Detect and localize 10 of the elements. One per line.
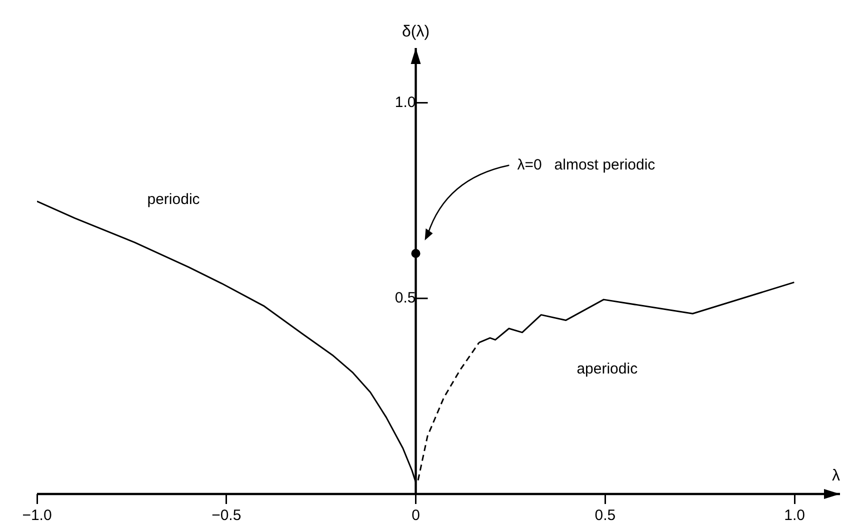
x-tick-label: 0: [412, 507, 420, 524]
annotation: periodic: [147, 190, 200, 208]
x-tick-label: −0.5: [212, 507, 242, 524]
x-tick-label: 1.0: [784, 507, 805, 524]
annotation: λ=0 almost periodic: [517, 156, 656, 174]
y-axis-title: δ(λ): [402, 23, 430, 40]
x-axis-title: λ: [832, 467, 840, 484]
annotation: aperiodic: [576, 360, 638, 378]
x-tick-label: 0.5: [594, 507, 616, 524]
x-tick-label: −1.0: [22, 507, 52, 524]
